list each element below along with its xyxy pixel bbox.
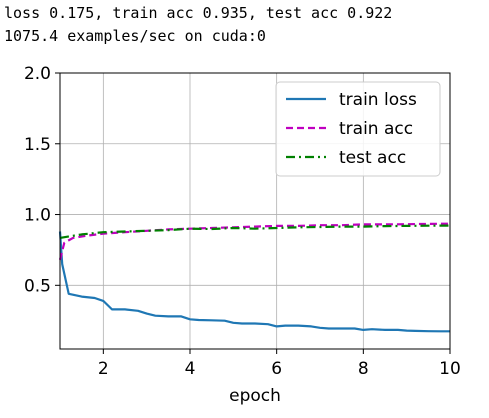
- series-lines: [58, 222, 451, 333]
- y-tick-label: 0.5: [24, 276, 51, 296]
- plot-frame: [59, 72, 451, 350]
- legend: train loss train acc test acc: [275, 81, 441, 177]
- legend-label: train acc: [339, 119, 413, 139]
- legend-label: train loss: [339, 90, 417, 110]
- x-tick-label: 4: [185, 359, 196, 379]
- console-output: loss 0.175, train acc 0.935, test acc 0.…: [4, 2, 392, 48]
- console-line-throughput: 1075.4 examples/sec on cuda:0: [4, 27, 266, 45]
- console-line-metrics: loss 0.175, train acc 0.935, test acc 0.…: [4, 4, 393, 22]
- x-tick-label: 10: [439, 359, 461, 379]
- y-tick-label: 1.5: [24, 135, 51, 155]
- y-tick-label: 2.0: [24, 64, 51, 84]
- series-line-train-loss: [58, 231, 450, 333]
- series-line-test-acc: [59, 224, 451, 239]
- x-tick-label: 8: [358, 359, 369, 379]
- axis-ticks: 2 4 6 8 10 0.5 1.0 1.5 2.0: [24, 64, 461, 379]
- x-axis-label: epoch: [229, 386, 281, 406]
- x-tick-label: 6: [271, 359, 282, 379]
- x-tick-label: 2: [98, 359, 109, 379]
- legend-box: [275, 81, 441, 177]
- legend-label: test acc: [339, 148, 406, 168]
- y-tick-label: 1.0: [24, 206, 51, 226]
